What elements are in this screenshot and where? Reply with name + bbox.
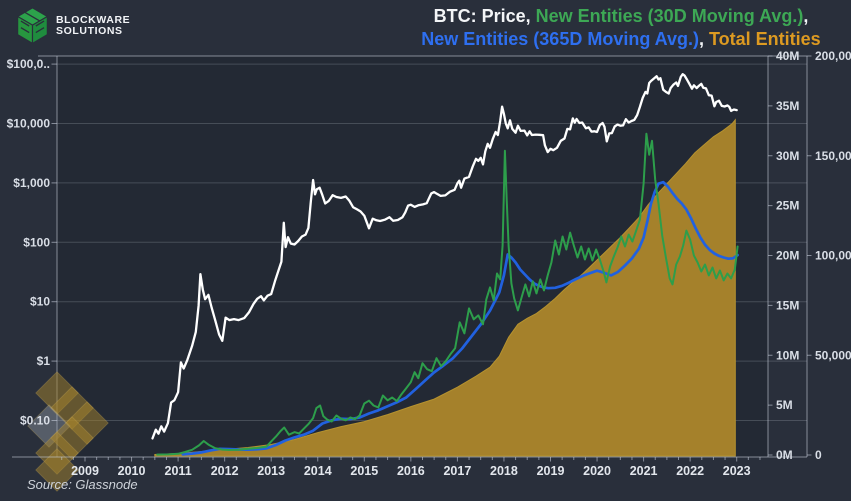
- price-axis-label: $1,000: [13, 176, 50, 190]
- x-axis-label: 2021: [630, 464, 658, 478]
- price-axis-label: $0.10: [20, 414, 50, 428]
- price-axis-label: $100,0..: [7, 57, 50, 71]
- new-entities-axis-label: 100,000: [815, 249, 851, 263]
- title-segment: Total Entities: [709, 29, 821, 49]
- total-entities-axis-label: 5M: [776, 398, 793, 412]
- title-segment: New Entities (365D Moving Avg.): [421, 29, 699, 49]
- total-entities-axis-label: 25M: [776, 199, 799, 213]
- x-axis-label: 2019: [537, 464, 565, 478]
- total-entities-axis-label: 40M: [776, 49, 799, 63]
- total-entities-axis-label: 20M: [776, 249, 799, 263]
- x-axis-label: 2023: [723, 464, 751, 478]
- new-entities-axis-label: 150,000: [815, 149, 851, 163]
- new-entities-axis-label: 200,000: [815, 49, 851, 63]
- x-axis-label: 2012: [211, 464, 239, 478]
- x-axis-label: 2010: [118, 464, 146, 478]
- title-segment: BTC: Price: [433, 6, 526, 26]
- title-segment: ,: [525, 6, 536, 26]
- total-entities-axis-label: 30M: [776, 149, 799, 163]
- chart-title-line: BTC: Price, New Entities (30D Moving Avg…: [395, 5, 847, 28]
- new-entities-365d-line: [181, 180, 739, 456]
- new-entities-axis-label: 50,000: [815, 348, 851, 362]
- logo-text-line1: BLOCKWARE: [56, 14, 131, 26]
- btc-price-line: [151, 73, 738, 440]
- x-axis-label: 2015: [350, 464, 378, 478]
- blockware-logo-icon: [16, 7, 49, 45]
- x-axis-label: 2016: [397, 464, 425, 478]
- total-entities-axis-label: 35M: [776, 99, 799, 113]
- x-axis-label: 2022: [676, 464, 704, 478]
- x-axis-label: 2017: [443, 464, 471, 478]
- total-entities-axis-label: 15M: [776, 298, 799, 312]
- price-axis-label: $10,000: [7, 117, 51, 131]
- new-entities-30d-line: [156, 132, 739, 456]
- title-segment: New Entities (30D Moving Avg.): [535, 6, 804, 26]
- x-axis-label: 2018: [490, 464, 518, 478]
- price-axis-label: $10: [30, 295, 50, 309]
- new-entities-axis-label: 0: [815, 448, 822, 462]
- logo: BLOCKWARE SOLUTIONS: [16, 7, 130, 45]
- watermark-diamond-icon: [35, 448, 79, 492]
- price-axis-label: $100: [23, 235, 50, 249]
- x-axis-label: 2011: [165, 464, 192, 478]
- price-axis-label: $1: [37, 354, 51, 368]
- title-segment: ,: [803, 6, 809, 26]
- x-axis-label: 2020: [583, 464, 611, 478]
- x-axis-label: 2014: [304, 464, 332, 478]
- x-axis-label: 2013: [257, 464, 285, 478]
- source-note: Source: Glassnode: [27, 477, 138, 492]
- total-entities-axis-label: 10M: [776, 348, 799, 362]
- total-entities-area: [154, 118, 736, 457]
- chart-title: BTC: Price, New Entities (30D Moving Avg…: [395, 5, 847, 51]
- title-segment: ,: [699, 29, 710, 49]
- total-entities-axis-label: 0M: [776, 448, 793, 462]
- chart-title-line: New Entities (365D Moving Avg.), Total E…: [395, 28, 847, 51]
- x-axis-label: 2009: [71, 464, 99, 478]
- logo-text-line2: SOLUTIONS: [56, 25, 123, 37]
